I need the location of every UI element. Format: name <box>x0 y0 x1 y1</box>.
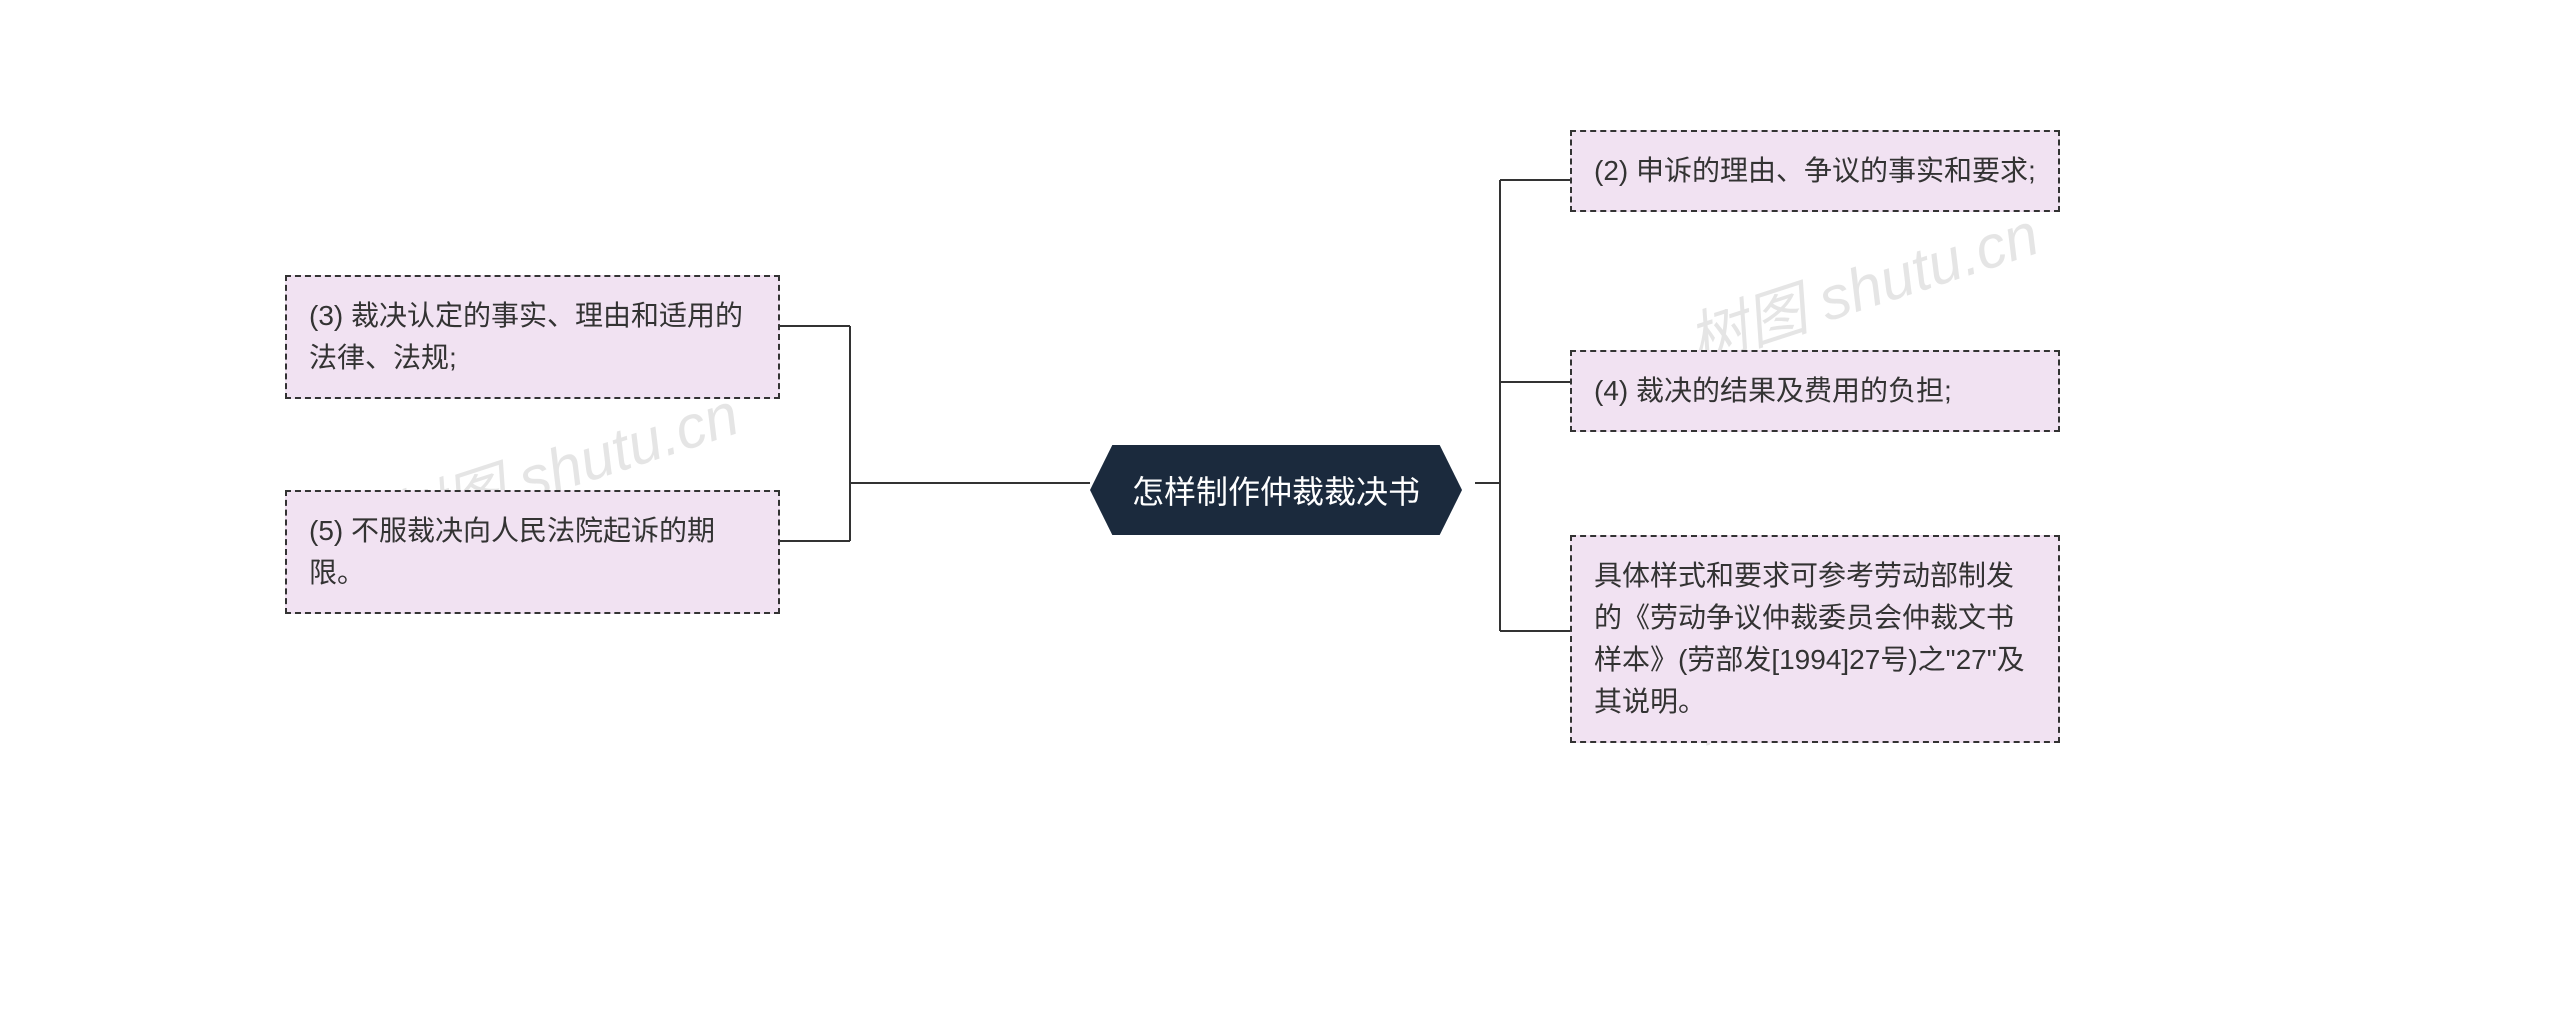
node-text: 具体样式和要求可参考劳动部制发的《劳动争议仲裁委员会仲裁文书样本》(劳部发[19… <box>1594 560 2025 717</box>
node-text: (2) 申诉的理由、争议的事实和要求; <box>1594 155 2036 186</box>
node-text: (4) 裁决的结果及费用的负担; <box>1594 375 1952 406</box>
left-node-2: (5) 不服裁决向人民法院起诉的期限。 <box>285 490 780 614</box>
central-node: 怎样制作仲裁裁决书 <box>1090 445 1462 535</box>
left-node-1: (3) 裁决认定的事实、理由和适用的法律、法规; <box>285 275 780 399</box>
right-node-3: 具体样式和要求可参考劳动部制发的《劳动争议仲裁委员会仲裁文书样本》(劳部发[19… <box>1570 535 2060 743</box>
mindmap-container: 树图 shutu.cn 树图 shutu.cn 树图 shutu.cn 怎样制作… <box>0 0 2560 1021</box>
right-node-2: (4) 裁决的结果及费用的负担; <box>1570 350 2060 432</box>
node-text: (5) 不服裁决向人民法院起诉的期限。 <box>309 515 715 588</box>
right-node-1: (2) 申诉的理由、争议的事实和要求; <box>1570 130 2060 212</box>
central-text: 怎样制作仲裁裁决书 <box>1132 474 1420 510</box>
node-text: (3) 裁决认定的事实、理由和适用的法律、法规; <box>309 300 743 373</box>
